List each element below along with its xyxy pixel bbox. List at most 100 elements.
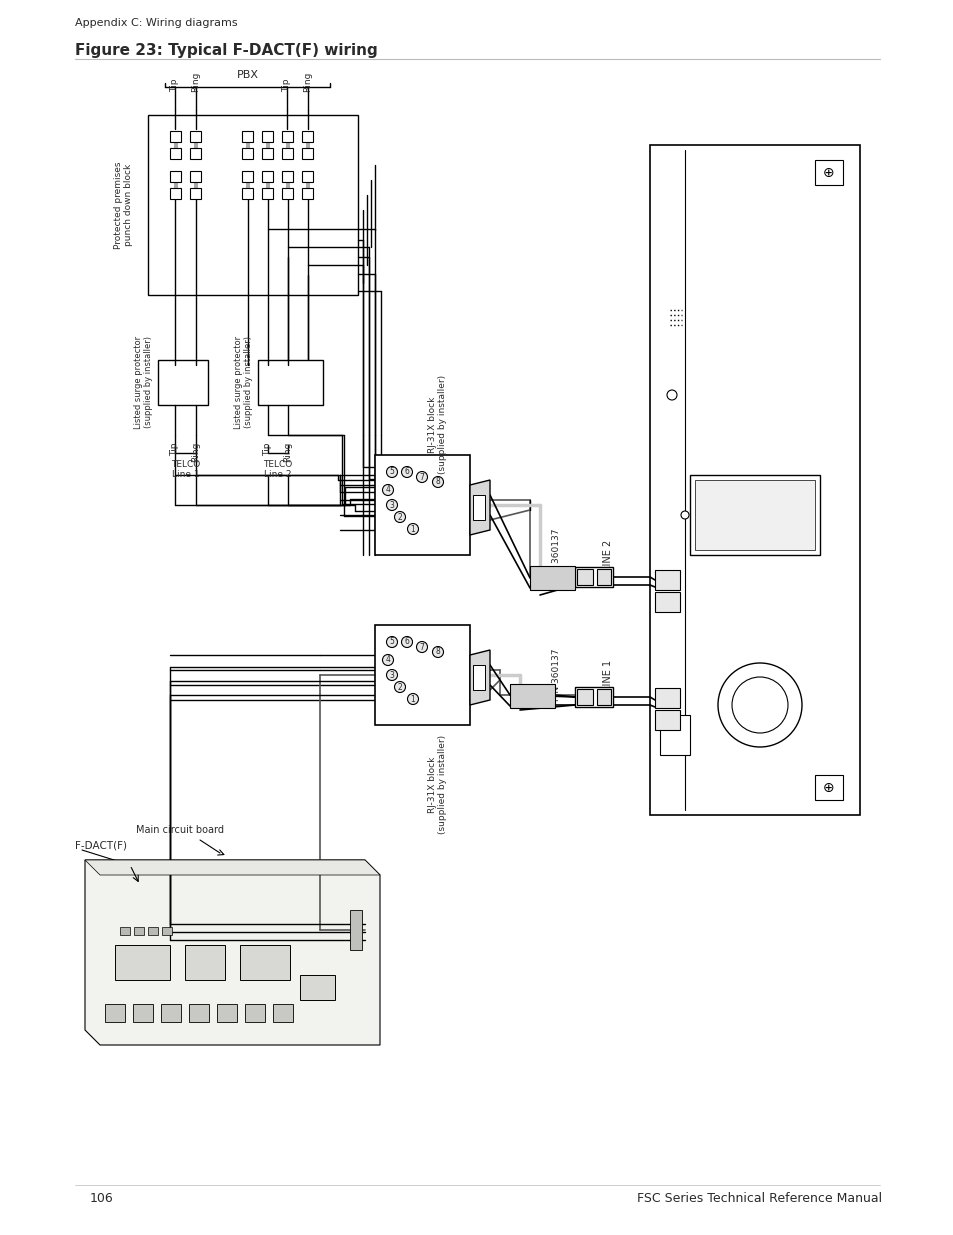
Text: Tip: Tip [282,79,292,91]
Text: Ring: Ring [283,442,293,462]
Circle shape [718,663,801,747]
Bar [302,188,314,199]
Bar [266,170,270,188]
Bar [286,170,290,188]
Text: Tip: Tip [171,79,179,91]
Bar [158,359,208,405]
Text: 1: 1 [410,525,415,534]
Text: 5: 5 [389,637,394,646]
Bar [161,1004,181,1023]
Circle shape [432,646,443,657]
Bar [306,170,310,188]
Bar [191,170,201,182]
Bar [262,188,274,199]
Circle shape [680,511,688,519]
Bar [577,569,593,585]
Bar [257,359,323,405]
Bar [148,115,357,295]
Circle shape [432,477,443,488]
Bar [299,974,335,1000]
Bar [171,188,181,199]
Text: 106: 106 [90,1193,113,1205]
Bar [302,131,314,142]
Circle shape [666,390,677,400]
Text: 7: 7 [419,473,424,482]
Text: Listed surge protector
(supplied by installer): Listed surge protector (supplied by inst… [233,336,253,429]
Bar [282,170,294,182]
Bar [282,131,294,142]
Circle shape [395,682,405,693]
Bar [162,927,172,935]
Bar [242,131,253,142]
Bar [240,945,290,981]
Bar [174,131,177,148]
Bar [189,1004,209,1023]
Text: 4: 4 [385,656,390,664]
Bar [814,776,842,800]
Bar [814,161,842,185]
Circle shape [386,669,397,680]
Bar [194,131,197,148]
Text: PBX: PBX [236,70,258,80]
Text: Main circuit board: Main circuit board [136,825,224,835]
Bar [171,131,181,142]
Text: Ring: Ring [192,72,200,91]
Bar [510,684,555,708]
Text: RJ-31X block
(supplied by installer): RJ-31X block (supplied by installer) [427,735,447,834]
Bar [655,592,679,613]
Text: FSC Series Technical Reference Manual: FSC Series Technical Reference Manual [637,1193,882,1205]
Circle shape [401,467,412,478]
Text: Listed surge protector
(supplied by installer): Listed surge protector (supplied by inst… [133,336,152,429]
Bar [266,131,270,148]
Bar [273,1004,293,1023]
Text: P/N 360137: P/N 360137 [551,529,560,582]
Text: Figure 23: Typical F-DACT(F) wiring: Figure 23: Typical F-DACT(F) wiring [75,42,377,58]
Bar [306,131,310,148]
Bar [649,144,859,815]
Text: 6: 6 [404,637,409,646]
Text: Ring: Ring [303,72,313,91]
Text: ⊕: ⊕ [822,781,834,795]
Circle shape [386,467,397,478]
Circle shape [416,472,427,483]
Text: 5: 5 [389,468,394,477]
Text: Protected premises
punch down block: Protected premises punch down block [113,162,132,248]
Text: 2: 2 [397,683,402,692]
Bar [473,664,484,690]
Bar [246,170,250,188]
Bar [473,495,484,520]
Bar [530,566,575,590]
Bar [105,1004,125,1023]
Bar [350,910,361,950]
Text: Tip: Tip [171,442,179,456]
Text: P/N 360137: P/N 360137 [551,648,560,701]
Bar [282,148,294,159]
Bar [246,131,250,148]
Text: LINE 1: LINE 1 [602,659,613,690]
Polygon shape [470,480,490,535]
Circle shape [382,655,393,666]
Text: Appendix C: Wiring diagrams: Appendix C: Wiring diagrams [75,19,237,28]
Circle shape [382,484,393,495]
Circle shape [731,677,787,734]
Bar [655,710,679,730]
Polygon shape [85,860,379,876]
Polygon shape [470,650,490,705]
Bar [191,131,201,142]
Bar [148,927,158,935]
Bar [185,945,225,981]
Text: RJ-31X block
(supplied by installer): RJ-31X block (supplied by installer) [427,375,447,474]
Bar [242,188,253,199]
Bar [282,188,294,199]
Bar [375,625,470,725]
Bar [171,148,181,159]
Bar [597,689,610,705]
Bar [689,475,820,555]
Circle shape [386,636,397,647]
Bar [659,715,689,755]
Text: ⊕: ⊕ [822,165,834,180]
Bar [655,571,679,590]
Text: Ring: Ring [192,442,200,462]
Circle shape [407,524,418,535]
Bar [132,1004,152,1023]
